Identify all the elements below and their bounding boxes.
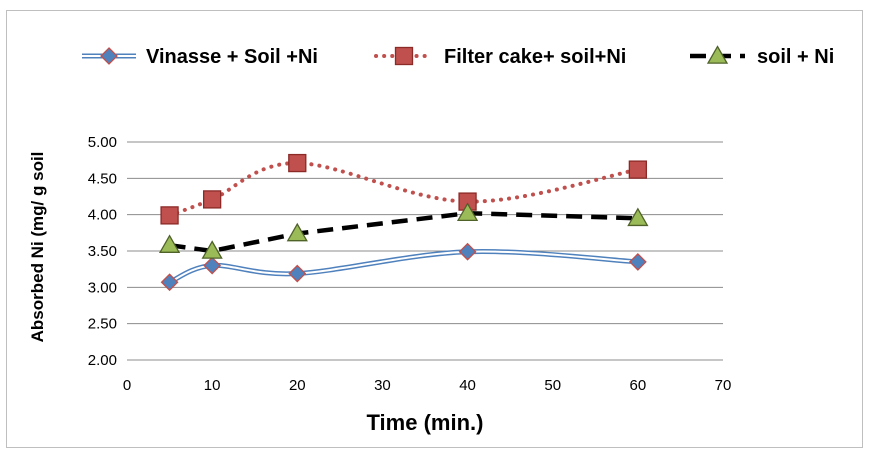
x-axis-title: Time (min.) [367, 410, 484, 435]
data-point-series-1 [203, 256, 222, 275]
data-point-series-2 [202, 190, 222, 209]
legend-label: Vinasse + Soil +Ni [146, 46, 318, 68]
data-point-series-2 [628, 160, 648, 179]
y-tick-label: 2.50 [88, 316, 117, 333]
legend-item-3: soil + Ni [690, 45, 834, 68]
x-tick-label: 10 [204, 377, 221, 394]
legend-item-1: Vinasse + Soil +Ni [82, 46, 318, 68]
series-markers [158, 153, 649, 292]
series-lines [167, 161, 640, 285]
data-point-series-2 [160, 206, 179, 225]
y-tick-label: 4.50 [88, 170, 117, 187]
data-point-series-1 [288, 264, 307, 283]
data-point-series-3 [627, 207, 649, 227]
legend: Vinasse + Soil +Ni Filter cake+ soil+Ni so… [82, 45, 834, 68]
y-axis-title: Absorbed Ni (mg/ g soil [28, 152, 47, 343]
data-point-series-3 [286, 222, 308, 242]
legend-marker [706, 45, 729, 64]
x-tick-label: 60 [630, 377, 647, 394]
data-point-series-3 [158, 234, 181, 253]
x-tick-labels: 0 10 20 30 40 50 60 70 [123, 377, 732, 394]
y-tick-label: 3.50 [88, 243, 117, 260]
series-line-2 [167, 161, 640, 218]
x-tick-label: 40 [459, 377, 476, 394]
gridlines [127, 141, 723, 325]
x-tick-label: 50 [544, 377, 561, 394]
y-tick-label: 2.00 [88, 352, 117, 369]
data-point-series-2 [288, 153, 307, 173]
y-tick-labels: 2.00 2.50 3.00 3.50 4.00 4.50 5.00 [88, 134, 117, 369]
data-point-series-3 [201, 240, 223, 259]
legend-marker [394, 46, 414, 66]
y-tick-label: 4.00 [88, 207, 117, 224]
x-tick-label: 30 [374, 377, 391, 394]
series-line-3 [169, 210, 638, 254]
chart-frame [6, 10, 863, 448]
x-tick-label: 20 [289, 377, 306, 394]
legend-label: soil + Ni [757, 46, 834, 68]
data-point-series-1 [458, 242, 477, 261]
data-point-series-3 [456, 202, 479, 221]
x-tick-label: 0 [123, 377, 131, 394]
x-tick-label: 70 [715, 377, 732, 394]
data-point-series-1 [160, 273, 179, 292]
legend-marker [100, 47, 118, 65]
y-tick-label: 5.00 [88, 134, 117, 151]
y-tick-label: 3.00 [88, 279, 117, 296]
legend-label: Filter cake+ soil+Ni [444, 46, 626, 68]
data-point-series-1 [628, 252, 647, 271]
legend-item-2: Filter cake+ soil+Ni [374, 46, 626, 68]
